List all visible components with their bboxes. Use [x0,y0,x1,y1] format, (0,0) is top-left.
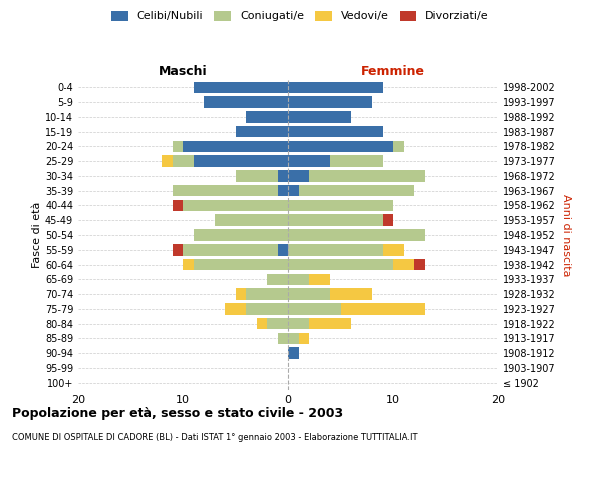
Bar [288,96,372,108]
Bar [288,244,383,256]
Bar [246,303,288,314]
Bar [288,274,309,285]
Bar [288,229,425,241]
Bar [288,185,299,196]
Bar [393,140,404,152]
Bar [330,156,383,167]
Bar [414,259,425,270]
Bar [341,303,425,314]
Bar [173,244,183,256]
Bar [309,318,351,330]
Bar [173,156,193,167]
Bar [288,214,383,226]
Bar [288,170,309,181]
Bar [277,332,288,344]
Bar [309,274,330,285]
Bar [309,170,425,181]
Bar [225,303,246,314]
Bar [173,200,183,211]
Bar [267,274,288,285]
Text: COMUNE DI OSPITALE DI CADORE (BL) - Dati ISTAT 1° gennaio 2003 - Elaborazione TU: COMUNE DI OSPITALE DI CADORE (BL) - Dati… [12,432,418,442]
Bar [193,229,288,241]
Bar [246,288,288,300]
Bar [183,244,277,256]
Bar [330,288,372,300]
Bar [235,126,288,138]
Bar [288,288,330,300]
Bar [183,140,288,152]
Bar [288,111,351,122]
Bar [267,318,288,330]
Bar [299,332,309,344]
Bar [383,244,404,256]
Bar [193,156,288,167]
Bar [257,318,267,330]
Bar [235,288,246,300]
Bar [277,244,288,256]
Legend: Celibi/Nubili, Coniugati/e, Vedovi/e, Divorziati/e: Celibi/Nubili, Coniugati/e, Vedovi/e, Di… [111,10,489,22]
Bar [277,170,288,181]
Bar [173,140,183,152]
Bar [288,332,299,344]
Y-axis label: Fasce di età: Fasce di età [32,202,42,268]
Bar [162,156,173,167]
Bar [193,82,288,93]
Bar [288,348,299,359]
Bar [383,214,393,226]
Bar [299,185,414,196]
Text: Femmine: Femmine [361,65,425,78]
Bar [193,259,288,270]
Bar [183,200,288,211]
Text: Maschi: Maschi [158,65,208,78]
Bar [246,111,288,122]
Text: Popolazione per età, sesso e stato civile - 2003: Popolazione per età, sesso e stato civil… [12,408,343,420]
Bar [288,140,393,152]
Bar [204,96,288,108]
Bar [288,200,393,211]
Bar [215,214,288,226]
Bar [288,126,383,138]
Bar [288,82,383,93]
Bar [288,156,330,167]
Bar [288,318,309,330]
Bar [173,185,277,196]
Bar [183,259,193,270]
Bar [288,303,341,314]
Bar [288,259,393,270]
Y-axis label: Anni di nascita: Anni di nascita [561,194,571,276]
Bar [393,259,414,270]
Bar [235,170,277,181]
Bar [277,185,288,196]
